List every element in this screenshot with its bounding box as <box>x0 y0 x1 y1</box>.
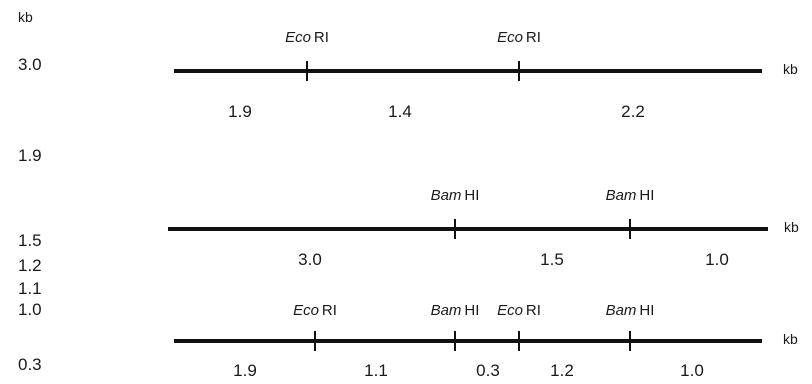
gel-band-label: 1.5 <box>18 231 42 250</box>
enzyme-suffix: RI <box>310 29 329 46</box>
restriction-site-tick <box>629 331 631 351</box>
gel-band-label: 1.9 <box>18 146 42 165</box>
enzyme-suffix: HI <box>636 302 655 319</box>
restriction-site-tick <box>518 331 520 351</box>
map-unit-label: kb <box>783 61 798 77</box>
enzyme-name: Bam <box>605 187 637 204</box>
enzyme-name: Eco <box>285 29 311 46</box>
fragment-size-label: 1.0 <box>705 250 729 269</box>
gel-band-label: 1.2 <box>18 256 42 275</box>
restriction-site-label: Eco RI <box>293 303 337 318</box>
restriction-site-tick <box>454 219 456 239</box>
enzyme-name: Bam <box>605 302 637 319</box>
enzyme-suffix: RI <box>522 29 541 46</box>
enzyme-name: Bam <box>430 187 462 204</box>
restriction-site-label: Eco RI <box>497 303 541 318</box>
restriction-site-label: Eco RI <box>497 30 541 45</box>
gel-band-label: 1.0 <box>18 300 42 319</box>
restriction-site-label: Bam HI <box>431 188 480 203</box>
restriction-site-label: Bam HI <box>606 303 655 318</box>
restriction-site-tick <box>314 331 316 351</box>
fragment-size-label: 1.4 <box>388 102 412 121</box>
enzyme-name: Eco <box>497 302 523 319</box>
fragment-size-label: 1.0 <box>680 361 704 380</box>
enzyme-name: Eco <box>497 29 523 46</box>
enzyme-suffix: HI <box>636 187 655 204</box>
enzyme-name: Bam <box>430 302 462 319</box>
restriction-site-tick <box>306 61 308 81</box>
fragment-size-label: 2.2 <box>621 102 645 121</box>
fragment-size-label: 1.9 <box>228 102 252 121</box>
restriction-site-label: Bam HI <box>606 188 655 203</box>
map-unit-label: kb <box>783 331 798 347</box>
fragment-size-label: 1.1 <box>364 361 388 380</box>
enzyme-suffix: RI <box>522 302 541 319</box>
fragment-size-label: 3.0 <box>298 250 322 269</box>
gel-unit-label: kb <box>18 9 33 25</box>
enzyme-suffix: RI <box>318 302 337 319</box>
map-unit-label: kb <box>784 219 799 235</box>
fragment-size-label: 0.3 <box>476 361 500 380</box>
enzyme-suffix: HI <box>461 302 480 319</box>
fragment-size-label: 1.5 <box>540 250 564 269</box>
restriction-site-tick <box>454 331 456 351</box>
enzyme-name: Eco <box>293 302 319 319</box>
fragment-size-label: 1.9 <box>233 361 257 380</box>
restriction-site-tick <box>629 219 631 239</box>
gel-band-label: 1.1 <box>18 279 42 298</box>
enzyme-suffix: HI <box>461 187 480 204</box>
dna-line <box>174 339 762 343</box>
gel-band-label: 3.0 <box>18 55 42 74</box>
fragment-size-label: 1.2 <box>550 361 574 380</box>
restriction-site-tick <box>518 61 520 81</box>
gel-band-label: 0.3 <box>18 355 42 374</box>
dna-line <box>168 227 768 231</box>
restriction-site-label: Bam HI <box>431 303 480 318</box>
dna-line <box>174 69 762 73</box>
restriction-site-label: Eco RI <box>285 30 329 45</box>
